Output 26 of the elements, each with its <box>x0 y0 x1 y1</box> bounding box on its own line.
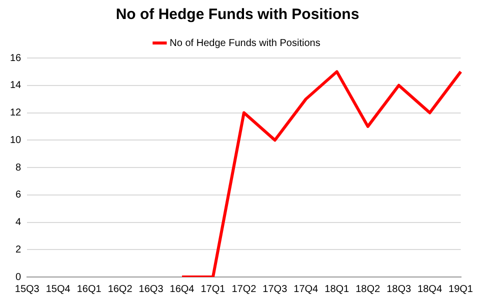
y-tick-label: 0 <box>16 272 22 283</box>
x-tick-label: 16Q2 <box>108 284 133 295</box>
y-tick-label: 2 <box>16 244 22 256</box>
y-tick-label: 4 <box>16 217 22 228</box>
y-tick-label: 14 <box>10 80 22 92</box>
x-tick-label: 18Q4 <box>418 284 442 295</box>
y-tick-label: 10 <box>10 134 22 146</box>
y-tick-label: 8 <box>16 162 22 174</box>
chart-title: No of Hedge Funds with Positions <box>116 6 360 24</box>
x-tick-label: 17Q2 <box>232 284 257 295</box>
x-tick-label: 16Q3 <box>138 284 164 295</box>
y-tick-label: 6 <box>16 190 22 201</box>
x-tick-label: 18Q1 <box>324 284 350 295</box>
x-tick-label: 18Q2 <box>356 284 381 295</box>
x-tick-label: 17Q4 <box>294 284 319 295</box>
legend-label: No of Hedge Funds with Positions <box>170 38 320 49</box>
x-tick-label: 15Q4 <box>46 284 71 295</box>
y-tick-label: 16 <box>10 52 22 64</box>
x-tick-label: 18Q3 <box>386 284 412 295</box>
y-tick-label: 12 <box>10 108 22 118</box>
x-tick-label: 15Q3 <box>14 284 40 295</box>
x-tick-label: 17Q1 <box>200 284 226 295</box>
x-tick-label: 17Q3 <box>262 284 288 295</box>
x-tick-label: 19Q1 <box>448 284 474 295</box>
x-tick-label: 16Q4 <box>170 284 195 295</box>
x-tick-label: 16Q1 <box>76 284 102 295</box>
